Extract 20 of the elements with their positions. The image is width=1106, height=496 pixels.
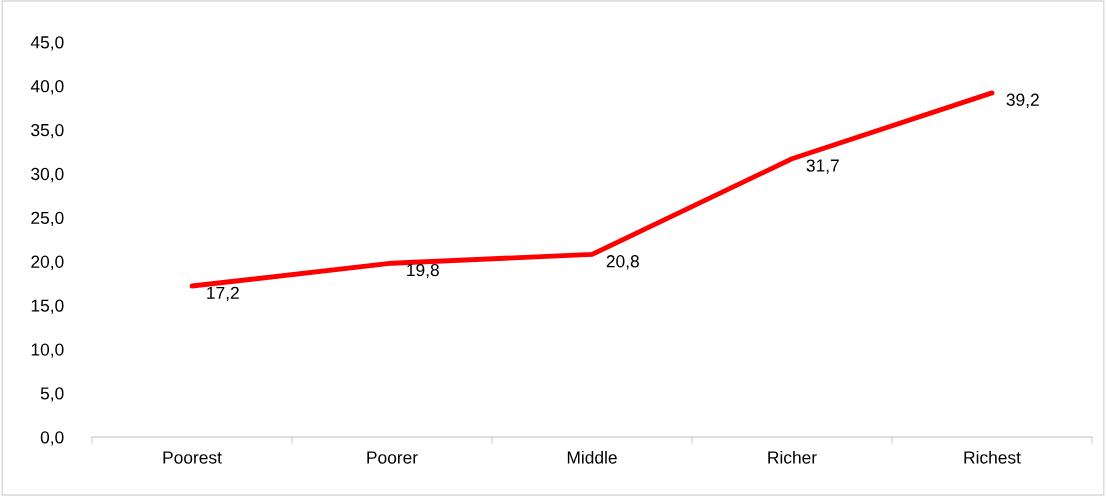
- y-tick-label: 5,0: [40, 387, 64, 402]
- x-tick-label: Richer: [768, 450, 817, 464]
- y-tick-label: 45,0: [30, 36, 64, 51]
- data-label: 20,8: [606, 255, 639, 270]
- y-tick-label: 0,0: [40, 431, 64, 446]
- y-tick-label: 25,0: [31, 211, 64, 227]
- y-tick-label: 20,0: [31, 255, 64, 270]
- x-tick-label: Poorer: [367, 451, 418, 464]
- y-tick-label: 40,0: [30, 80, 64, 95]
- y-tick-label: 30,0: [31, 167, 64, 183]
- x-tick-label: Middle: [567, 450, 617, 464]
- x-tick-label: Poorest: [163, 451, 222, 464]
- data-label: 31,7: [806, 159, 839, 174]
- y-tick-label: 10,0: [31, 343, 64, 358]
- data-label: 39,2: [1006, 93, 1039, 108]
- y-tick-label: 15,0: [31, 299, 64, 314]
- y-tick-label: 35,0: [31, 123, 64, 139]
- data-label: 17,2: [207, 286, 239, 302]
- x-tick-label: Richest: [964, 450, 1021, 464]
- data-label: 19,8: [407, 263, 439, 279]
